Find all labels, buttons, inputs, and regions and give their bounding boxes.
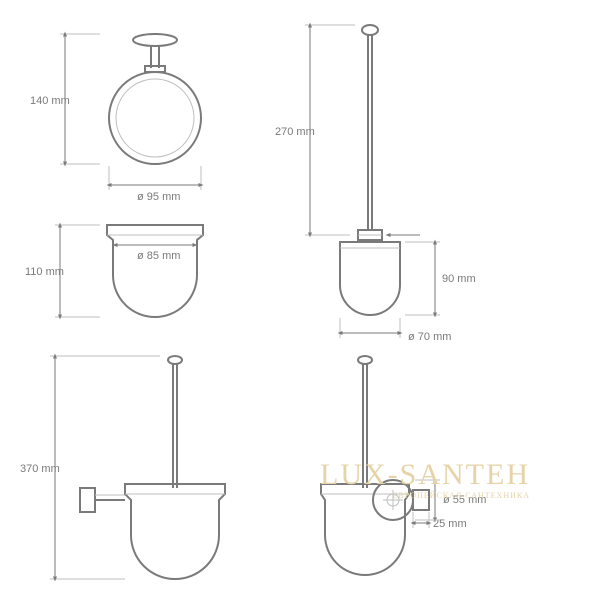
view-brush-side: 270 mm 90 mm ø 70 mm	[275, 25, 476, 343]
view-assembly-side: 25 mm ø 55 mm	[321, 356, 486, 575]
dim-cup-dia: ø 85 mm	[137, 250, 180, 262]
dim-brush-shaft: 270 mm	[275, 126, 315, 138]
view-holder-top: 140 mm ø 95 mm	[30, 34, 201, 203]
view-cup-front: ø 85 mm 110 mm	[25, 225, 203, 317]
dim-brush-head-dia: ø 70 mm	[408, 331, 451, 343]
dim-holder-ring: ø 95 mm	[137, 191, 180, 203]
dim-brush-head-h: 90 mm	[442, 273, 476, 285]
view-assembly-front: 370 mm	[20, 356, 225, 579]
technical-drawing: 140 mm ø 95 mm ø 85 mm 110 mm	[0, 0, 600, 600]
dim-cup-height: 110 mm	[25, 266, 64, 278]
dim-holder-height: 140 mm	[30, 95, 70, 107]
dim-assembly-h: 370 mm	[20, 463, 60, 475]
dim-mount-dia: ø 55 mm	[443, 494, 486, 506]
